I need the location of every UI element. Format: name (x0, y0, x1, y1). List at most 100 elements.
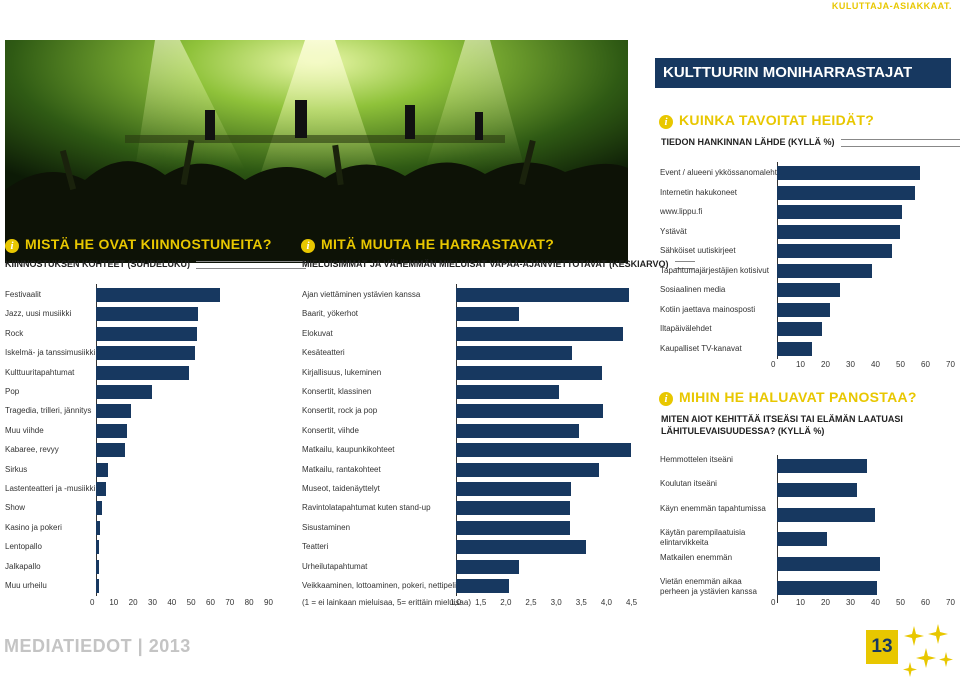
bar-label: Elokuvat (302, 328, 333, 338)
tick-label: 30 (846, 360, 855, 369)
bar (777, 166, 920, 180)
bar-label: www.lippu.fi (660, 207, 703, 216)
bar-label: Kotiin jaettava mainosposti (660, 304, 756, 314)
bar-label: Veikkaaminen, lottoaminen, pokeri, netti… (302, 581, 459, 590)
bar-label: Muu viihde (5, 425, 44, 435)
bar (96, 404, 131, 419)
tick-label: 20 (821, 360, 830, 369)
bar (96, 365, 189, 380)
bar (777, 205, 902, 219)
tick-label: 30 (148, 598, 157, 607)
x-axis-label: (1 = ei lainkaan mieluisaa, 5= erittäin … (302, 598, 471, 607)
tick-label: 1,5 (475, 598, 487, 607)
bar-label: Koulutan itseäni (660, 479, 717, 489)
bar-label: Iskelmä- ja tanssimusiikki (5, 348, 96, 358)
bar-label: Konsertit, klassinen (302, 387, 372, 396)
section-heading-reach: i KUINKA TAVOITAT HEIDÄT? (659, 112, 874, 130)
bar (96, 501, 102, 516)
bar-label: Show (5, 503, 26, 513)
bar-label: Urheilutapahtumat (302, 561, 368, 571)
bar (96, 326, 197, 341)
bar (96, 482, 106, 496)
tick-label: 4,5 (626, 598, 638, 607)
bar (96, 307, 199, 322)
section-subheading-interests: KIINNOSTUKSEN KOHTEET (SUHDELUKU) (5, 259, 307, 269)
bar (777, 185, 915, 200)
tick-label: 20 (128, 598, 138, 607)
tick-label: 3,0 (550, 598, 562, 607)
tick-label: 60 (921, 598, 930, 607)
bar (456, 559, 520, 574)
info-icon: i (5, 239, 19, 253)
bar (456, 443, 631, 458)
bar (96, 443, 125, 458)
info-icon: i (659, 115, 673, 129)
tick-label: 50 (896, 598, 905, 607)
tick-label: 90 (264, 598, 273, 607)
tick-label: 30 (846, 598, 855, 607)
bar-label: Event / alueeni ykkössanomalehti (660, 168, 779, 177)
bar (456, 540, 586, 555)
bar (96, 462, 108, 477)
chart-hobbies: Ajan viettäminen ystävien kanssa Baarit, … (298, 270, 648, 610)
bar (456, 482, 571, 496)
bar-label: Sosiaalinen media (660, 285, 726, 294)
bar (777, 302, 830, 317)
tick-label: 80 (244, 598, 254, 607)
bar-label: Kasino ja pokeri (5, 522, 62, 532)
bar (777, 244, 892, 258)
bar-label: Festivaalit (5, 290, 42, 299)
axis-line (456, 284, 457, 597)
bar (777, 483, 857, 498)
bar (96, 385, 153, 399)
bar-label: Baarit, yökerhot (302, 309, 359, 319)
bar (777, 224, 900, 239)
tick-label: 10 (109, 598, 119, 607)
bar (456, 326, 623, 341)
section-subheading-reach: TIEDON HANKINNAN LÄHDE (KYLLÄ %) (661, 137, 960, 147)
concert-photo (5, 40, 628, 263)
info-icon: i (301, 239, 315, 253)
section-subheading-invest: MITEN AIOT KEHITTÄÄ ITSEÄSI TAI ELÄMÄN L… (661, 414, 903, 436)
bar (777, 459, 867, 473)
tick-label: 20 (821, 598, 830, 607)
bar-label: Kesäteatteri (302, 348, 345, 358)
bar-label: Kulttuuritapahtumat (5, 367, 75, 377)
bar (456, 520, 571, 535)
bar-label: Iltapäivälehdet (660, 324, 712, 333)
bar (777, 341, 812, 356)
bar-label: Matkailu, kaupunkikohteet (302, 445, 395, 455)
section-heading-interests: i MISTÄ HE OVAT KIINNOSTUNEITA? (5, 236, 272, 254)
chart-invest: Hemmottelen itseäni Koulutan itseäni Käyn … (655, 445, 960, 610)
section-heading-invest: i MIHIN HE HALUAVAT PANOSTAA? (659, 389, 917, 407)
tick-label: 40 (871, 360, 880, 369)
top-strip (0, 0, 960, 13)
tick-label: 1,0 (450, 598, 462, 607)
bar (96, 540, 99, 555)
bar-label: Lentopallo (5, 542, 42, 552)
bar-label: Ajan viettäminen ystävien kanssa (302, 290, 421, 299)
bar (456, 365, 602, 380)
page-title: KULTTUURIN MONIHARRASTAJAT (655, 58, 951, 88)
bar-label: Museot, taidenäyttelyt (302, 484, 380, 493)
tick-label: 3,5 (575, 598, 587, 607)
bar (456, 385, 560, 399)
bar (777, 322, 822, 336)
bar-label: Kirjallisuus, lukeminen (302, 367, 382, 377)
bar (777, 263, 872, 278)
tick-label: 10 (796, 598, 805, 607)
bar (777, 507, 875, 522)
bar-label: Sähköiset uutiskirjeet (660, 246, 736, 255)
bar (456, 288, 630, 302)
tick-label: 50 (186, 598, 196, 607)
bar (456, 404, 603, 419)
bar-label: Käyn enemmän tapahtumissa (660, 503, 766, 513)
tick-label: 0 (90, 598, 95, 607)
tick-label: 70 (946, 598, 955, 607)
bar-label: Pop (5, 387, 20, 396)
bar-label: Hemmottelen itseäni (660, 455, 733, 464)
bar-label: Matkailu, rantakohteet (302, 464, 381, 474)
tick-label: 50 (896, 360, 905, 369)
footer-brand: MEDIATIEDOT | 2013 (4, 636, 191, 656)
bar-label: Jalkapallo (5, 561, 41, 571)
